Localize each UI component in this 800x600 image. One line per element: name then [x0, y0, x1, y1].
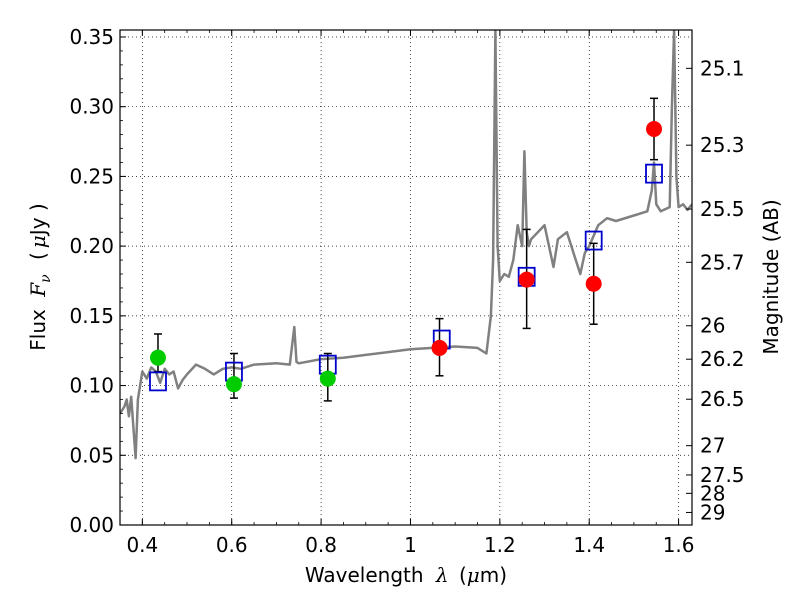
right-tick-label: 25.7 [700, 250, 745, 274]
observed-point [225, 376, 242, 393]
y-axis-title-sub: ν [38, 274, 54, 283]
model-photometry-square [645, 163, 663, 184]
observed-point [431, 339, 448, 356]
y-tick-label: 0.30 [69, 95, 114, 119]
grid [120, 30, 692, 526]
x-tick-label: 0.4 [126, 533, 158, 557]
x-axis-title: Wavelength λ (μm) [305, 563, 507, 587]
x-tick-label: 0.6 [216, 533, 248, 557]
x-tick-label: 1 [404, 533, 417, 557]
y-axis-title-paren: ( [26, 252, 50, 260]
right-tick-label: 25.5 [700, 197, 745, 221]
y-axis-title: Flux Fν ( μJy ) [26, 203, 55, 350]
y-tick-label: 0.05 [69, 443, 114, 467]
y-tick-label: 0.10 [69, 374, 114, 398]
y-axis-title-symbol: F [26, 282, 50, 298]
model-spectrum-layer [120, 30, 692, 460]
x-tick-label: 0.8 [305, 533, 337, 557]
x-tick-label: 1.4 [573, 533, 605, 557]
y-tick-label: 0.00 [69, 513, 114, 537]
x-axis-title-paren: ( [459, 563, 467, 587]
axis-ticks: 0.4 0.6 0.8 1 1.2 1.4 1.6 0.00 0.05 0.10 0.15 0.20 0… [69, 25, 744, 557]
right-tick-label: 27 [700, 434, 725, 458]
x-axis-title-unit: m) [480, 563, 507, 587]
y-axis-title-text: Flux [26, 309, 50, 351]
right-tick-label: 28 [700, 481, 725, 505]
data-points [149, 121, 663, 393]
right-tick-label: 27.5 [700, 463, 745, 487]
y-tick-label: 0.35 [69, 25, 114, 49]
error-bars [153, 97, 659, 402]
observed-point [149, 349, 166, 366]
right-tick-label: 25.3 [700, 133, 745, 157]
x-tick-label: 1.2 [484, 533, 516, 557]
y-tick-label: 0.25 [69, 164, 114, 188]
plot-frame [119, 29, 693, 526]
right-tick-label: 26 [700, 314, 725, 338]
model-photometry-square [149, 371, 167, 392]
y-axis-title-unit: Jy ) [26, 203, 50, 237]
observed-point [585, 275, 602, 292]
right-tick-label: 25.1 [700, 56, 745, 80]
y-axis-title-mu: μ [26, 235, 50, 248]
right-tick-label: 29 [700, 500, 725, 524]
x-axis-title-symbol: λ [435, 563, 449, 587]
right-tick-label: 26.5 [700, 387, 745, 411]
model-photometry-square [584, 230, 603, 251]
x-axis-title-text: Wavelength [305, 563, 424, 587]
x-tick-label: 1.6 [663, 533, 695, 557]
model-spectrum-line [120, 30, 692, 460]
right-axis-title: Magnitude (AB) [759, 199, 783, 354]
observed-point [319, 370, 336, 387]
observed-point [518, 271, 535, 288]
x-axis-title-mu: μ [467, 563, 480, 587]
right-tick-label: 26.2 [700, 347, 745, 371]
y-tick-label: 0.15 [69, 304, 114, 328]
y-tick-label: 0.20 [69, 234, 114, 258]
observed-point [646, 121, 663, 137]
